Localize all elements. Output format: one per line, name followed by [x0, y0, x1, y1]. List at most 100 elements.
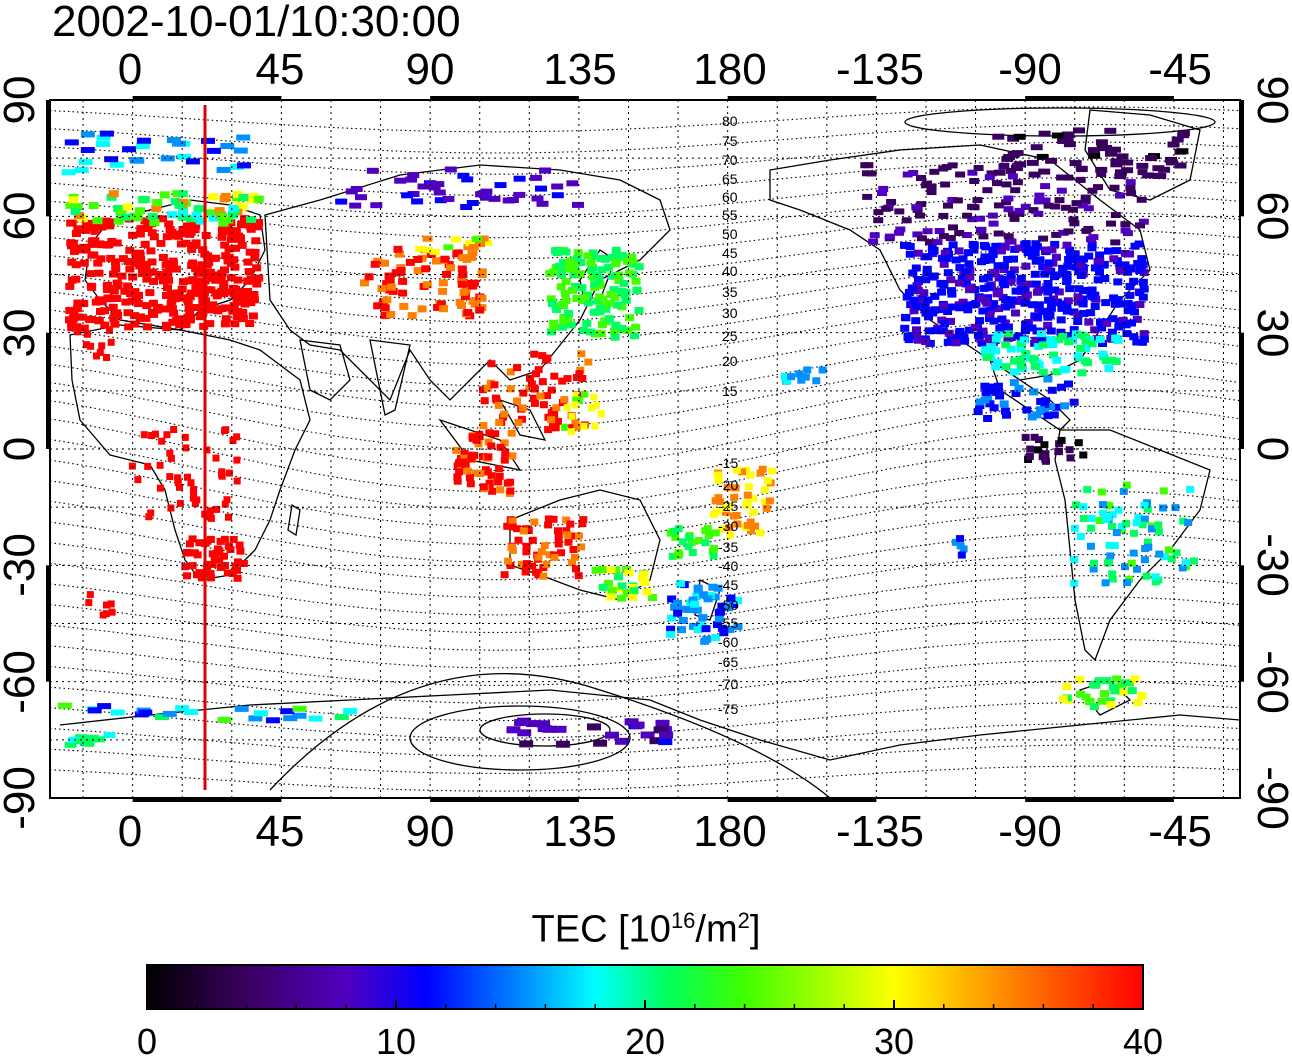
tec-pixel [549, 323, 559, 331]
tec-pixel [536, 392, 545, 400]
tec-pixel [1104, 247, 1113, 255]
tec-pixel [243, 287, 252, 295]
tec-pixel [1110, 542, 1119, 550]
tec-pixel [506, 562, 515, 569]
tec-pixel [1098, 350, 1108, 358]
tec-pixel [1127, 301, 1137, 309]
tec-pixel [1027, 324, 1037, 332]
tec-pixel [552, 725, 567, 733]
tec-pixel [999, 262, 1009, 270]
tec-pixel [121, 213, 132, 221]
tec-pixel [228, 307, 238, 315]
tec-pixel [591, 566, 601, 574]
longitude-tick-label: 180 [693, 45, 766, 94]
tec-pixel [924, 327, 934, 335]
tec-pixel [1000, 281, 1010, 289]
tec-pixel [479, 483, 488, 491]
tec-pixel [135, 143, 150, 150]
tec-pixel [1116, 153, 1129, 160]
tec-pixel [223, 496, 231, 504]
contour-label: -50 [718, 597, 738, 613]
tec-pixel [916, 201, 927, 208]
tec-pixel [965, 273, 975, 281]
tec-pixel [170, 198, 181, 205]
tec-pixel [142, 275, 152, 283]
tec-pixel [756, 469, 765, 477]
tec-pixel [743, 491, 752, 499]
tec-pixel [453, 249, 463, 257]
tec-pixel [981, 346, 991, 354]
tec-pixel [217, 226, 227, 234]
tec-pixel [999, 162, 1010, 169]
tec-pixel [1001, 303, 1011, 311]
tec-pixel [106, 326, 113, 334]
tec-pixel [976, 295, 986, 303]
tec-pixel [911, 264, 921, 272]
tec-pixel [490, 381, 499, 389]
tec-pixel [611, 260, 621, 268]
tec-observation-pixels [57, 127, 1198, 748]
tec-pixel [432, 257, 441, 265]
tec-pixel [444, 166, 457, 173]
tec-pixel [985, 307, 995, 314]
tec-pixel [536, 200, 549, 207]
tec-pixel [1087, 340, 1097, 348]
tec-pixel [925, 339, 935, 347]
tec-pixel [1006, 274, 1016, 282]
tec-pixel [104, 156, 119, 163]
tec-pixel [1139, 285, 1149, 293]
tec-pixel [219, 284, 229, 291]
tec-pixel [72, 323, 82, 331]
tec-pixel [1007, 135, 1020, 142]
tec-pixel [176, 483, 183, 491]
tec-pixel [1110, 239, 1121, 246]
tec-pixel [1027, 413, 1037, 421]
tec-pixel [597, 410, 605, 418]
tec-pixel [1071, 263, 1081, 271]
tec-pixel [181, 321, 191, 329]
tec-pixel [190, 226, 200, 234]
tec-pixel [1026, 159, 1039, 166]
tec-pixel [118, 255, 128, 263]
tec-pixel [1101, 357, 1111, 365]
tec-pixel [999, 266, 1009, 274]
tec-pixel [1136, 162, 1149, 169]
contour-label: -75 [718, 701, 738, 717]
tec-pixel [144, 462, 152, 470]
tec-pixel [987, 212, 998, 219]
tec-pixel [670, 603, 680, 611]
frame-bar-top [727, 96, 877, 100]
tec-pixel [1028, 207, 1039, 214]
tec-pixel [1135, 289, 1145, 297]
tec-pixel [951, 538, 960, 546]
tec-pixel [560, 423, 568, 431]
tec-pixel [583, 299, 593, 307]
tec-pixel [1022, 406, 1032, 414]
tec-pixel [108, 303, 118, 311]
tec-pixel [1137, 692, 1147, 699]
tec-pixel [943, 308, 953, 315]
tec-pixel [1060, 204, 1071, 211]
tec-pixel [83, 330, 91, 338]
tec-pixel [87, 251, 97, 259]
contour-line [50, 317, 1240, 387]
tec-pixel [1105, 557, 1113, 565]
tec-pixel [1014, 207, 1025, 214]
tec-pixel [123, 257, 133, 265]
tec-pixel [939, 260, 949, 268]
tec-pixel [1046, 336, 1056, 344]
tec-pixel [65, 201, 76, 209]
tec-pixel [283, 715, 298, 722]
tec-pixel [167, 504, 175, 512]
contour-label: -70 [718, 676, 738, 692]
tec-pixel [481, 466, 490, 474]
tec-pixel [551, 247, 560, 255]
tec-pixel [518, 404, 527, 412]
tec-pixel [614, 573, 623, 581]
tec-pixel [575, 370, 584, 378]
tec-pixel [487, 472, 496, 480]
tec-pixel [530, 385, 539, 393]
tec-pixel [253, 223, 263, 231]
tec-pixel [57, 702, 72, 709]
tec-pixel [1033, 343, 1043, 351]
